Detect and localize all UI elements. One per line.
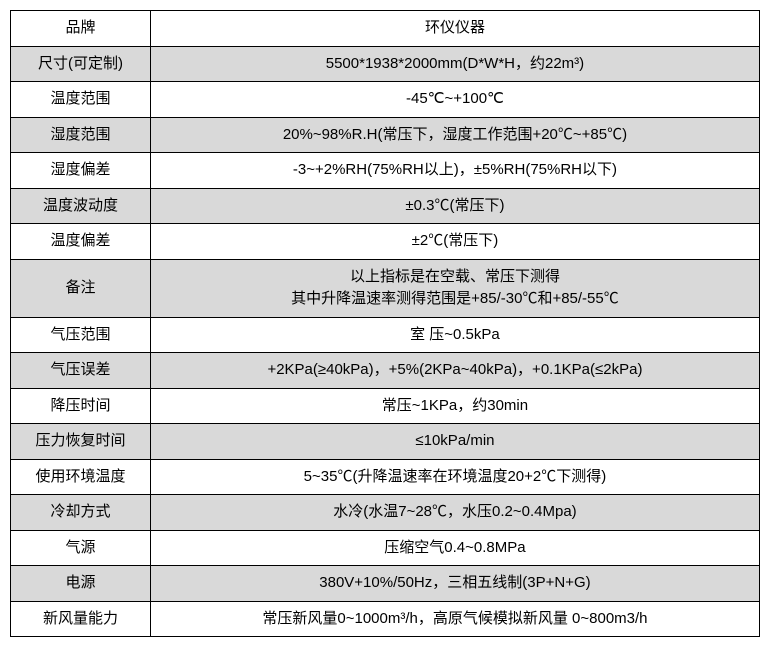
row-label: 气压误差 <box>11 353 151 389</box>
table-row: 湿度偏差-3~+2%RH(75%RH以上)，±5%RH(75%RH以下) <box>11 153 760 189</box>
row-value: 以上指标是在空载、常压下测得其中升降温速率测得范围是+85/-30℃和+85/-… <box>150 259 759 317</box>
table-row: 气压误差+2KPa(≥40kPa)，+5%(2KPa~40kPa)，+0.1KP… <box>11 353 760 389</box>
table-row: 使用环境温度5~35℃(升降温速率在环境温度20+2℃下测得) <box>11 459 760 495</box>
row-label: 气源 <box>11 530 151 566</box>
table-row: 尺寸(可定制)5500*1938*2000mm(D*W*H，约22m³) <box>11 46 760 82</box>
row-value: 5~35℃(升降温速率在环境温度20+2℃下测得) <box>150 459 759 495</box>
row-label: 降压时间 <box>11 388 151 424</box>
row-value: 常压~1KPa，约30min <box>150 388 759 424</box>
row-label: 温度范围 <box>11 82 151 118</box>
table-row: 温度偏差±2℃(常压下) <box>11 224 760 260</box>
table-row: 气源压缩空气0.4~0.8MPa <box>11 530 760 566</box>
table-row: 气压范围室 压~0.5kPa <box>11 317 760 353</box>
table-row: 新风量能力常压新风量0~1000m³/h，高原气候模拟新风量 0~800m3/h <box>11 601 760 637</box>
row-value: 环仪仪器 <box>150 11 759 47</box>
row-value: ≤10kPa/min <box>150 424 759 460</box>
table-row: 品牌环仪仪器 <box>11 11 760 47</box>
row-label: 尺寸(可定制) <box>11 46 151 82</box>
row-value: +2KPa(≥40kPa)，+5%(2KPa~40kPa)，+0.1KPa(≤2… <box>150 353 759 389</box>
row-label: 压力恢复时间 <box>11 424 151 460</box>
table-row: 温度波动度±0.3℃(常压下) <box>11 188 760 224</box>
row-label: 温度波动度 <box>11 188 151 224</box>
table-row: 湿度范围20%~98%R.H(常压下，湿度工作范围+20℃~+85℃) <box>11 117 760 153</box>
row-value: 5500*1938*2000mm(D*W*H，约22m³) <box>150 46 759 82</box>
row-value: 水冷(水温7~28℃，水压0.2~0.4Mpa) <box>150 495 759 531</box>
row-value: 20%~98%R.H(常压下，湿度工作范围+20℃~+85℃) <box>150 117 759 153</box>
table-row: 冷却方式水冷(水温7~28℃，水压0.2~0.4Mpa) <box>11 495 760 531</box>
row-label: 冷却方式 <box>11 495 151 531</box>
row-value: 压缩空气0.4~0.8MPa <box>150 530 759 566</box>
spec-table: 品牌环仪仪器尺寸(可定制)5500*1938*2000mm(D*W*H，约22m… <box>10 10 760 637</box>
row-label: 湿度偏差 <box>11 153 151 189</box>
spec-table-body: 品牌环仪仪器尺寸(可定制)5500*1938*2000mm(D*W*H，约22m… <box>11 11 760 637</box>
row-value: ±0.3℃(常压下) <box>150 188 759 224</box>
row-label: 品牌 <box>11 11 151 47</box>
row-value: ±2℃(常压下) <box>150 224 759 260</box>
row-label: 新风量能力 <box>11 601 151 637</box>
row-value: 常压新风量0~1000m³/h，高原气候模拟新风量 0~800m3/h <box>150 601 759 637</box>
row-label: 备注 <box>11 259 151 317</box>
table-row: 温度范围-45℃~+100℃ <box>11 82 760 118</box>
table-row: 压力恢复时间≤10kPa/min <box>11 424 760 460</box>
row-label: 气压范围 <box>11 317 151 353</box>
row-value: -45℃~+100℃ <box>150 82 759 118</box>
row-label: 使用环境温度 <box>11 459 151 495</box>
row-value: -3~+2%RH(75%RH以上)，±5%RH(75%RH以下) <box>150 153 759 189</box>
row-label: 温度偏差 <box>11 224 151 260</box>
row-value: 室 压~0.5kPa <box>150 317 759 353</box>
table-row: 备注以上指标是在空载、常压下测得其中升降温速率测得范围是+85/-30℃和+85… <box>11 259 760 317</box>
table-row: 降压时间常压~1KPa，约30min <box>11 388 760 424</box>
row-label: 湿度范围 <box>11 117 151 153</box>
